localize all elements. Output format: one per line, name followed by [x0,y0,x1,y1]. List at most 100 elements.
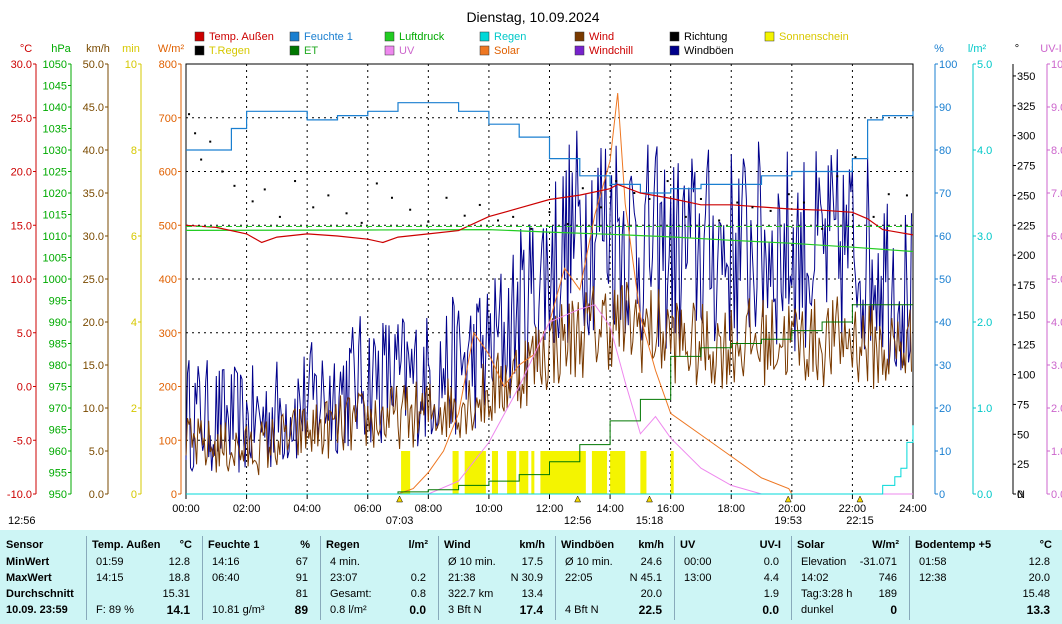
stats-unit: °C [179,539,192,551]
axis-tick-label: 1030 [43,145,67,157]
direction-point [821,227,824,230]
axis-tick-label: 10.0 [1051,59,1062,71]
stats-title: Solar [797,539,825,551]
direction-point [497,219,500,222]
axis-tick-label: 2.0 [1051,403,1062,415]
stats-min: 24.6 [640,556,662,568]
direction-point [278,215,281,218]
stats-labels: Sensor MinWert MaxWert Durchschnitt 10.0… [0,530,86,624]
legend-swatch [289,45,300,56]
stats-separator [555,536,556,620]
x-tick-label: 02:00 [233,503,261,515]
stats-min-time: Ø 10 min. [565,556,613,568]
stats-min: 67 [295,556,308,568]
stats-min-time: Elevation [801,556,847,568]
stats-max: 746 [878,572,897,584]
axis-tick-label: 4.0 [977,145,992,157]
stats-avg-label: 322.7 km [448,588,494,600]
direction-point [787,193,790,196]
legend-swatch [194,45,205,56]
axis-tick-label: 8.0 [1051,145,1062,157]
direction-point [251,200,254,203]
axis-tick-label: 10 [939,446,951,458]
axis-tick-label: 0.0 [977,489,992,501]
stats-current: 22.5 [638,603,662,617]
direction-point [854,156,857,159]
label-sensor: Sensor [6,539,44,551]
direction-point [327,194,330,197]
axis-unit: ° [1015,43,1019,55]
stats-avg-label: Gesamt: [330,588,372,600]
axis-tick-label: 0.0 [1051,489,1062,501]
x-tick-label: 06:00 [354,503,382,515]
stats-max: 4.4 [763,572,779,584]
stats-min: -31.071 [859,556,897,568]
direction-point [194,132,197,135]
direction-point [802,201,805,204]
direction-point [699,197,702,200]
stats-current: 13.3 [1026,603,1050,617]
legend-swatch [574,45,585,56]
current-time-label: 12:56 [8,515,36,527]
direction-point [548,211,551,214]
x-tick-label: 20:00 [778,503,806,515]
legend-label: Wind [589,31,614,43]
direction-point [209,140,212,143]
axis-unit: W/m² [158,43,185,55]
direction-point [530,227,533,230]
axis-tick-label: 25.0 [11,113,32,125]
legend-label: Solar [494,45,520,57]
legend-label: Feuchte 1 [304,31,353,43]
stats-avg: 15.31 [162,588,190,600]
axis-tick-label: 700 [159,113,177,125]
axis-unit: km/h [86,43,110,55]
axis-tick-label: 0.0 [17,382,32,394]
series-solar [186,92,913,495]
axis-tick-label: 8 [131,145,137,157]
sunshine-bar [452,451,459,494]
axis-tick-label: 30.0 [11,59,32,71]
stats-separator [86,536,87,620]
axis-unit: min [122,43,140,55]
x-tick-label: 08:00 [415,503,443,515]
axis-tick-label: 1015 [43,210,67,222]
x-tick-label: 12:00 [536,503,564,515]
axis-tick-label: 200 [159,382,177,394]
axis-tick-label: 20.0 [83,317,104,329]
stats-separator [791,536,792,620]
stats-extra: F: 89 % [96,604,134,616]
axis-tick-label: 250 [1017,190,1035,202]
stats-avg: 81 [295,588,308,600]
axis-tick-label: 1010 [43,231,67,243]
legend-swatch [384,31,395,42]
event-marker [396,495,403,503]
direction-point [375,182,378,185]
direction-point [294,180,297,183]
direction-point [188,113,191,116]
legend-swatch [384,45,395,56]
stats-gusts: Windböen km/h Ø 10 min. 24.6 22:05 N 45.1 20.0… [555,530,674,624]
axis-tick-label: 600 [159,167,177,179]
axis-tick-label: 25.0 [83,274,104,286]
axis-tick-label: 100 [939,59,957,71]
axis-tick-label: 15.0 [11,220,32,232]
stats-humidity: Feuchte 1% 14:16 67 06:40 91 81 10.81 g/m³ 89 [202,530,320,624]
stats-title: Bodentemp +5 [915,539,992,551]
series-et [186,304,913,495]
axis-tick-label: 1000 [43,274,67,286]
direction-point [769,209,772,212]
axis-tick-label: 1005 [43,253,67,265]
stats-min-time: 4 min. [330,556,360,568]
stats-max-time: 22:05 [565,572,593,584]
direction-point [718,219,721,222]
direction-point [233,184,236,187]
axis-tick-label: 1020 [43,188,67,200]
axis-tick-label: 980 [49,360,67,372]
stats-separator [438,536,439,620]
stats-current: 17.4 [519,603,543,617]
axis-tick-label: 9.0 [1051,102,1062,114]
legend-label: T.Regen [209,45,250,57]
x-tick-label: 00:00 [172,503,200,515]
series-temp-au-en [185,183,914,244]
direction-point [445,196,448,199]
